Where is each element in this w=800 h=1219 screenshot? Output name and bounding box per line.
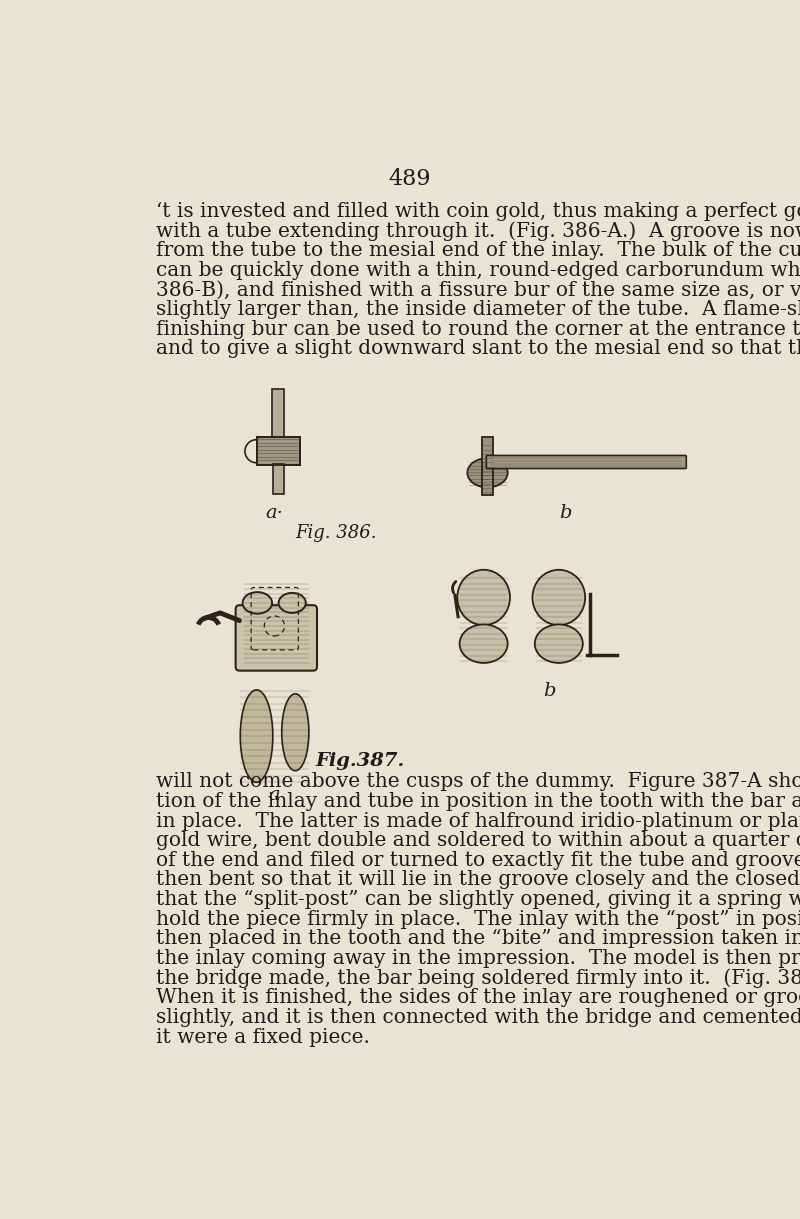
Ellipse shape	[467, 458, 508, 488]
Text: b: b	[558, 503, 571, 522]
Text: 386-B), and finished with a fissure bur of the same size as, or very: 386-B), and finished with a fissure bur …	[156, 280, 800, 300]
Text: b: b	[543, 683, 556, 700]
Ellipse shape	[240, 690, 273, 783]
Text: the inlay coming away in the impression.  The model is then prepared and: the inlay coming away in the impression.…	[156, 950, 800, 968]
Text: slightly, and it is then connected with the bridge and cemented as though: slightly, and it is then connected with …	[156, 1008, 800, 1026]
Ellipse shape	[458, 569, 510, 625]
Text: then bent so that it will lie in the groove closely and the closed end filed so: then bent so that it will lie in the gro…	[156, 870, 800, 890]
Text: that the “split-post” can be slightly opened, giving it a spring which will: that the “split-post” can be slightly op…	[156, 890, 800, 909]
FancyBboxPatch shape	[273, 464, 284, 494]
Ellipse shape	[242, 592, 272, 613]
Text: ‘t is invested and filled with coin gold, thus making a perfect gold inlay: ‘t is invested and filled with coin gold…	[156, 201, 800, 221]
Text: When it is finished, the sides of the inlay are roughened or grooved: When it is finished, the sides of the in…	[156, 989, 800, 1007]
Text: then placed in the tooth and the “bite” and impression taken in plaster,: then placed in the tooth and the “bite” …	[156, 929, 800, 948]
Text: from the tube to the mesial end of the inlay.  The bulk of the cutting: from the tube to the mesial end of the i…	[156, 241, 800, 260]
FancyBboxPatch shape	[486, 456, 686, 468]
Text: Fig. 386.: Fig. 386.	[295, 524, 376, 542]
Text: will not come above the cusps of the dummy.  Figure 387-A shows a sec-: will not come above the cusps of the dum…	[156, 773, 800, 791]
Text: slightly larger than, the inside diameter of the tube.  A flame-shaped: slightly larger than, the inside diamete…	[156, 300, 800, 319]
Ellipse shape	[459, 624, 508, 663]
FancyBboxPatch shape	[257, 438, 300, 466]
Text: hold the piece firmly in place.  The inlay with the “post” in position is: hold the piece firmly in place. The inla…	[156, 909, 800, 929]
Text: 489: 489	[389, 168, 431, 190]
Text: a·: a·	[266, 503, 283, 522]
FancyBboxPatch shape	[482, 436, 493, 495]
Ellipse shape	[534, 624, 583, 663]
Text: and to give a slight downward slant to the mesial end so that the bar: and to give a slight downward slant to t…	[156, 339, 800, 358]
Text: can be quickly done with a thin, round-edged carborundum wheel (Fig.: can be quickly done with a thin, round-e…	[156, 261, 800, 280]
Ellipse shape	[282, 694, 309, 770]
Text: gold wire, bent double and soldered to within about a quarter of an inch: gold wire, bent double and soldered to w…	[156, 831, 800, 850]
FancyBboxPatch shape	[272, 389, 285, 439]
Text: in place.  The latter is made of halfround iridio-platinum or platinized: in place. The latter is made of halfroun…	[156, 812, 800, 830]
Text: of the end and filed or turned to exactly fit the tube and grooves.  It is: of the end and filed or turned to exactl…	[156, 851, 800, 870]
Text: with a tube extending through it.  (Fig. 386-A.)  A groove is now cut: with a tube extending through it. (Fig. …	[156, 222, 800, 241]
FancyBboxPatch shape	[236, 605, 317, 670]
Text: the bridge made, the bar being soldered firmly into it.  (Fig. 387-B.): the bridge made, the bar being soldered …	[156, 969, 800, 989]
Text: it were a fixed piece.: it were a fixed piece.	[156, 1028, 370, 1047]
Text: a: a	[269, 786, 280, 805]
Ellipse shape	[278, 592, 306, 613]
Text: finishing bur can be used to round the corner at the entrance to the tube: finishing bur can be used to round the c…	[156, 319, 800, 339]
Ellipse shape	[533, 569, 585, 625]
Text: Fig.387.: Fig.387.	[316, 751, 405, 769]
Text: tion of the inlay and tube in position in the tooth with the bar and “post”: tion of the inlay and tube in position i…	[156, 792, 800, 811]
